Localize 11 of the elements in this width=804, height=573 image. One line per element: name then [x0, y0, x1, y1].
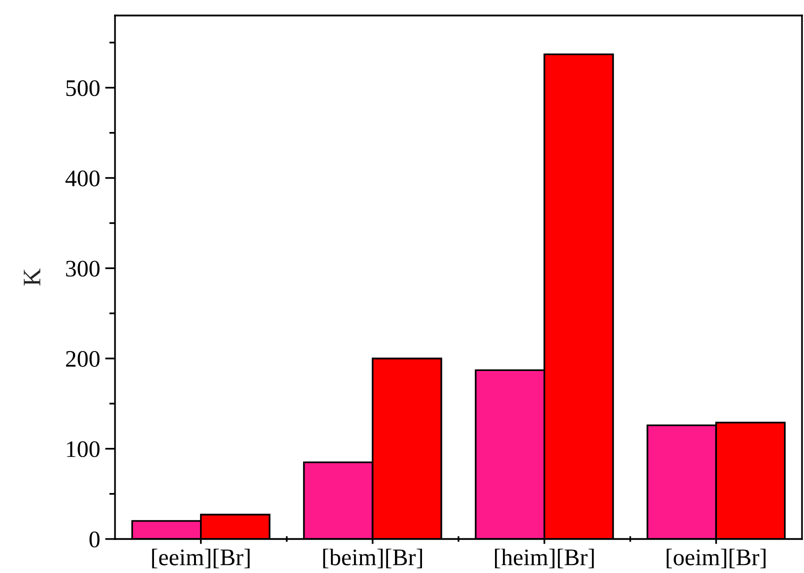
x-tick-label: [heim][Br] — [494, 548, 594, 568]
x-tick-label: [oeim][Br] — [666, 548, 766, 568]
y-tick-label: 100 — [67, 441, 100, 458]
x-tick-label: [beim][Br] — [323, 548, 422, 568]
y-tick-label: 200 — [66, 350, 100, 367]
y-tick-label: 400 — [65, 170, 100, 186]
y-tick-label: 0 — [90, 531, 100, 548]
y-tick-label: 300 — [66, 260, 100, 277]
y-tick-label: 500 — [66, 80, 100, 96]
y-axis-title: K — [24, 268, 40, 286]
x-tick-label: [eeim][Br] — [152, 548, 250, 568]
